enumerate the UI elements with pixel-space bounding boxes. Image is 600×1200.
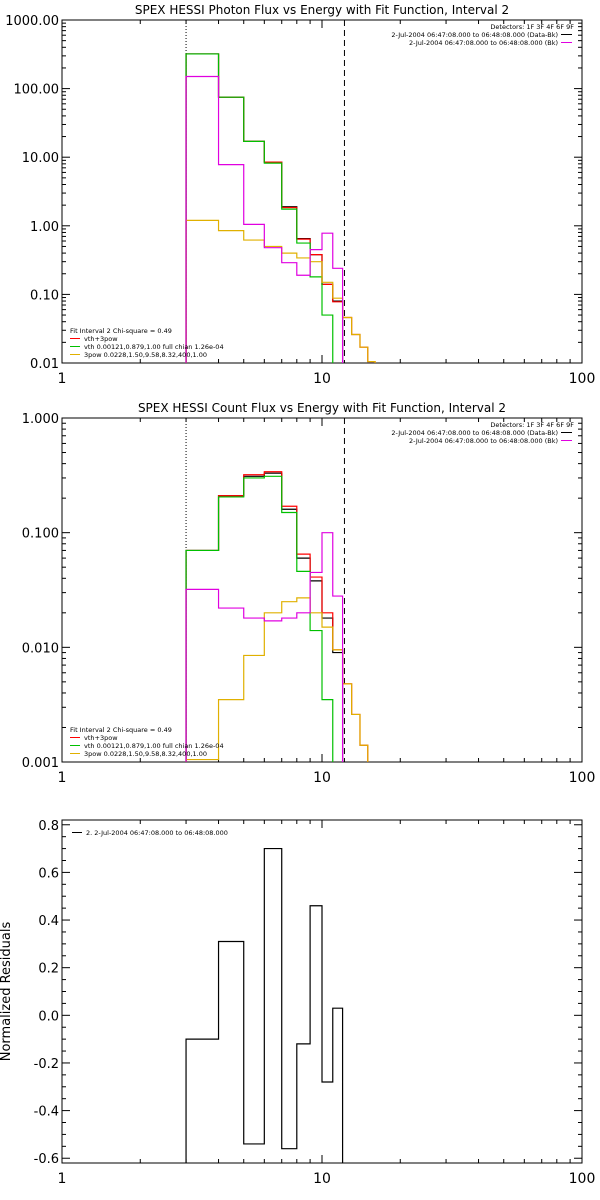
legend-entry: vth+3pow bbox=[84, 335, 118, 343]
series-line-s2 bbox=[185, 53, 334, 363]
y-tick-label: 0.6 bbox=[38, 866, 59, 881]
x-tick-label: 10 bbox=[313, 371, 331, 387]
y-tick-label: 10.00 bbox=[22, 151, 59, 166]
series-line-s3 bbox=[185, 597, 369, 762]
x-tick-label: 100 bbox=[569, 770, 596, 786]
y-tick-label: 1.000 bbox=[22, 412, 59, 427]
detectors-label: Detectors: 1F 3F 4F 6F 9F bbox=[490, 23, 574, 31]
series-line-s0 bbox=[185, 847, 344, 1163]
detectors-label: Detectors: 1F 3F 4F 6F 9F bbox=[490, 421, 574, 429]
x-tick-label: 100 bbox=[569, 371, 596, 387]
chart-panel-2: SPEX HESSI Count Flux vs Energy with Fit… bbox=[22, 401, 596, 786]
time-interval-label: 2-Jul-2004 06:47:08.000 to 06:48:08.000 … bbox=[409, 437, 558, 445]
x-tick-label: 1 bbox=[58, 1171, 67, 1187]
y-tick-label: -0.2 bbox=[34, 1057, 59, 1072]
series-line-s1 bbox=[185, 471, 369, 762]
y-tick-label: 0.010 bbox=[22, 641, 59, 656]
y-tick-label: 100.00 bbox=[14, 83, 60, 98]
series-group bbox=[185, 471, 369, 762]
chart-title: SPEX HESSI Count Flux vs Energy with Fit… bbox=[138, 401, 506, 415]
legend-heading: Fit Interval 2 Chi-square = 0.49 bbox=[70, 726, 172, 734]
series-line-bk bbox=[185, 75, 344, 363]
time-interval-label: 2-Jul-2004 06:47:08.000 to 06:48:08.000 … bbox=[391, 429, 558, 437]
x-tick-label: 10 bbox=[313, 1171, 331, 1187]
x-tick-label: 1 bbox=[58, 770, 67, 786]
y-tick-label: 1000.00 bbox=[5, 14, 59, 29]
series-line-s1 bbox=[185, 53, 376, 363]
time-interval-label: 2-Jul-2004 06:47:08.000 to 06:48:08.000 … bbox=[391, 31, 558, 39]
chart-panel-3: 1 10 100 -0.6 -0.4 -0.2 0.0 0.2 0.4 0.6 0.8 Normali… bbox=[0, 819, 595, 1187]
x-tick-label: 100 bbox=[569, 1171, 596, 1187]
legend-entry: 3pow 0.0228,1.50,9.58,8.32,400,1.00 bbox=[84, 750, 207, 758]
x-tick-label: 1 bbox=[58, 371, 67, 387]
series-line-bk bbox=[185, 532, 344, 762]
y-tick-label: 0.0 bbox=[38, 1009, 59, 1024]
y-tick-label: 1.00 bbox=[30, 220, 59, 235]
legend-entry: 2. 2-Jul-2004 06:47:08.000 to 06:48:08.0… bbox=[86, 829, 228, 837]
series-line-s3 bbox=[185, 219, 376, 363]
y-tick-label: 0.10 bbox=[30, 288, 59, 303]
y-tick-label: 0.2 bbox=[38, 962, 59, 977]
legend-entry: 3pow 0.0228,1.50,9.58,8.32,400,1.00 bbox=[84, 351, 207, 359]
series-line-data-bk bbox=[185, 53, 344, 363]
legend-entry: vth+3pow bbox=[84, 734, 118, 742]
x-tick-label: 10 bbox=[313, 770, 331, 786]
y-tick-label: 0.100 bbox=[22, 527, 59, 542]
y-tick-label: 0.4 bbox=[38, 914, 59, 929]
legend-heading: Fit Interval 2 Chi-square = 0.49 bbox=[70, 327, 172, 335]
series-group bbox=[185, 847, 344, 1163]
y-axis-label: Normalized Residuals bbox=[0, 922, 14, 1062]
legend-entry: vth 0.00121,0.879,1.00 full chian 1.26e-… bbox=[84, 343, 224, 351]
legend-entry: vth 0.00121,0.879,1.00 full chian 1.26e-… bbox=[84, 742, 224, 750]
y-tick-label: 0.8 bbox=[38, 819, 59, 834]
y-tick-label: -0.4 bbox=[34, 1105, 59, 1120]
y-tick-label: 0.01 bbox=[30, 357, 59, 372]
time-interval-label: 2-Jul-2004 06:47:08.000 to 06:48:08.000 … bbox=[409, 39, 558, 47]
y-tick-label: -0.6 bbox=[34, 1152, 59, 1167]
chart-panel-1: SPEX HESSI Photon Flux vs Energy with Fi… bbox=[5, 3, 595, 387]
y-tick-label: 0.001 bbox=[22, 756, 59, 771]
series-group bbox=[185, 53, 376, 363]
chart-title: SPEX HESSI Photon Flux vs Energy with Fi… bbox=[135, 3, 509, 17]
series-line-s2 bbox=[185, 475, 334, 762]
